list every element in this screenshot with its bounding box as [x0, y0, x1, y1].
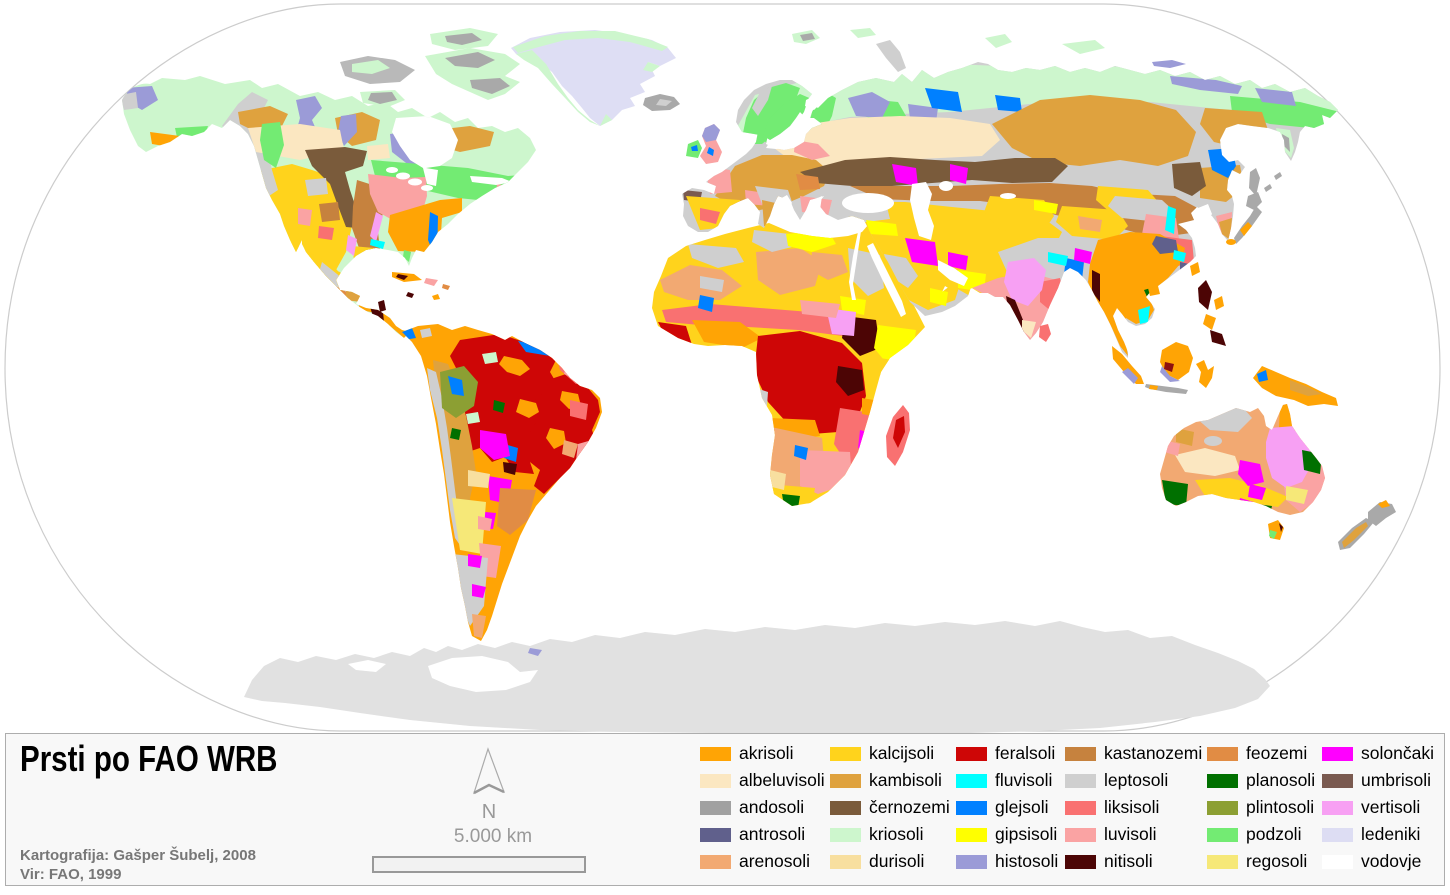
svg-text:N: N: [482, 801, 496, 823]
